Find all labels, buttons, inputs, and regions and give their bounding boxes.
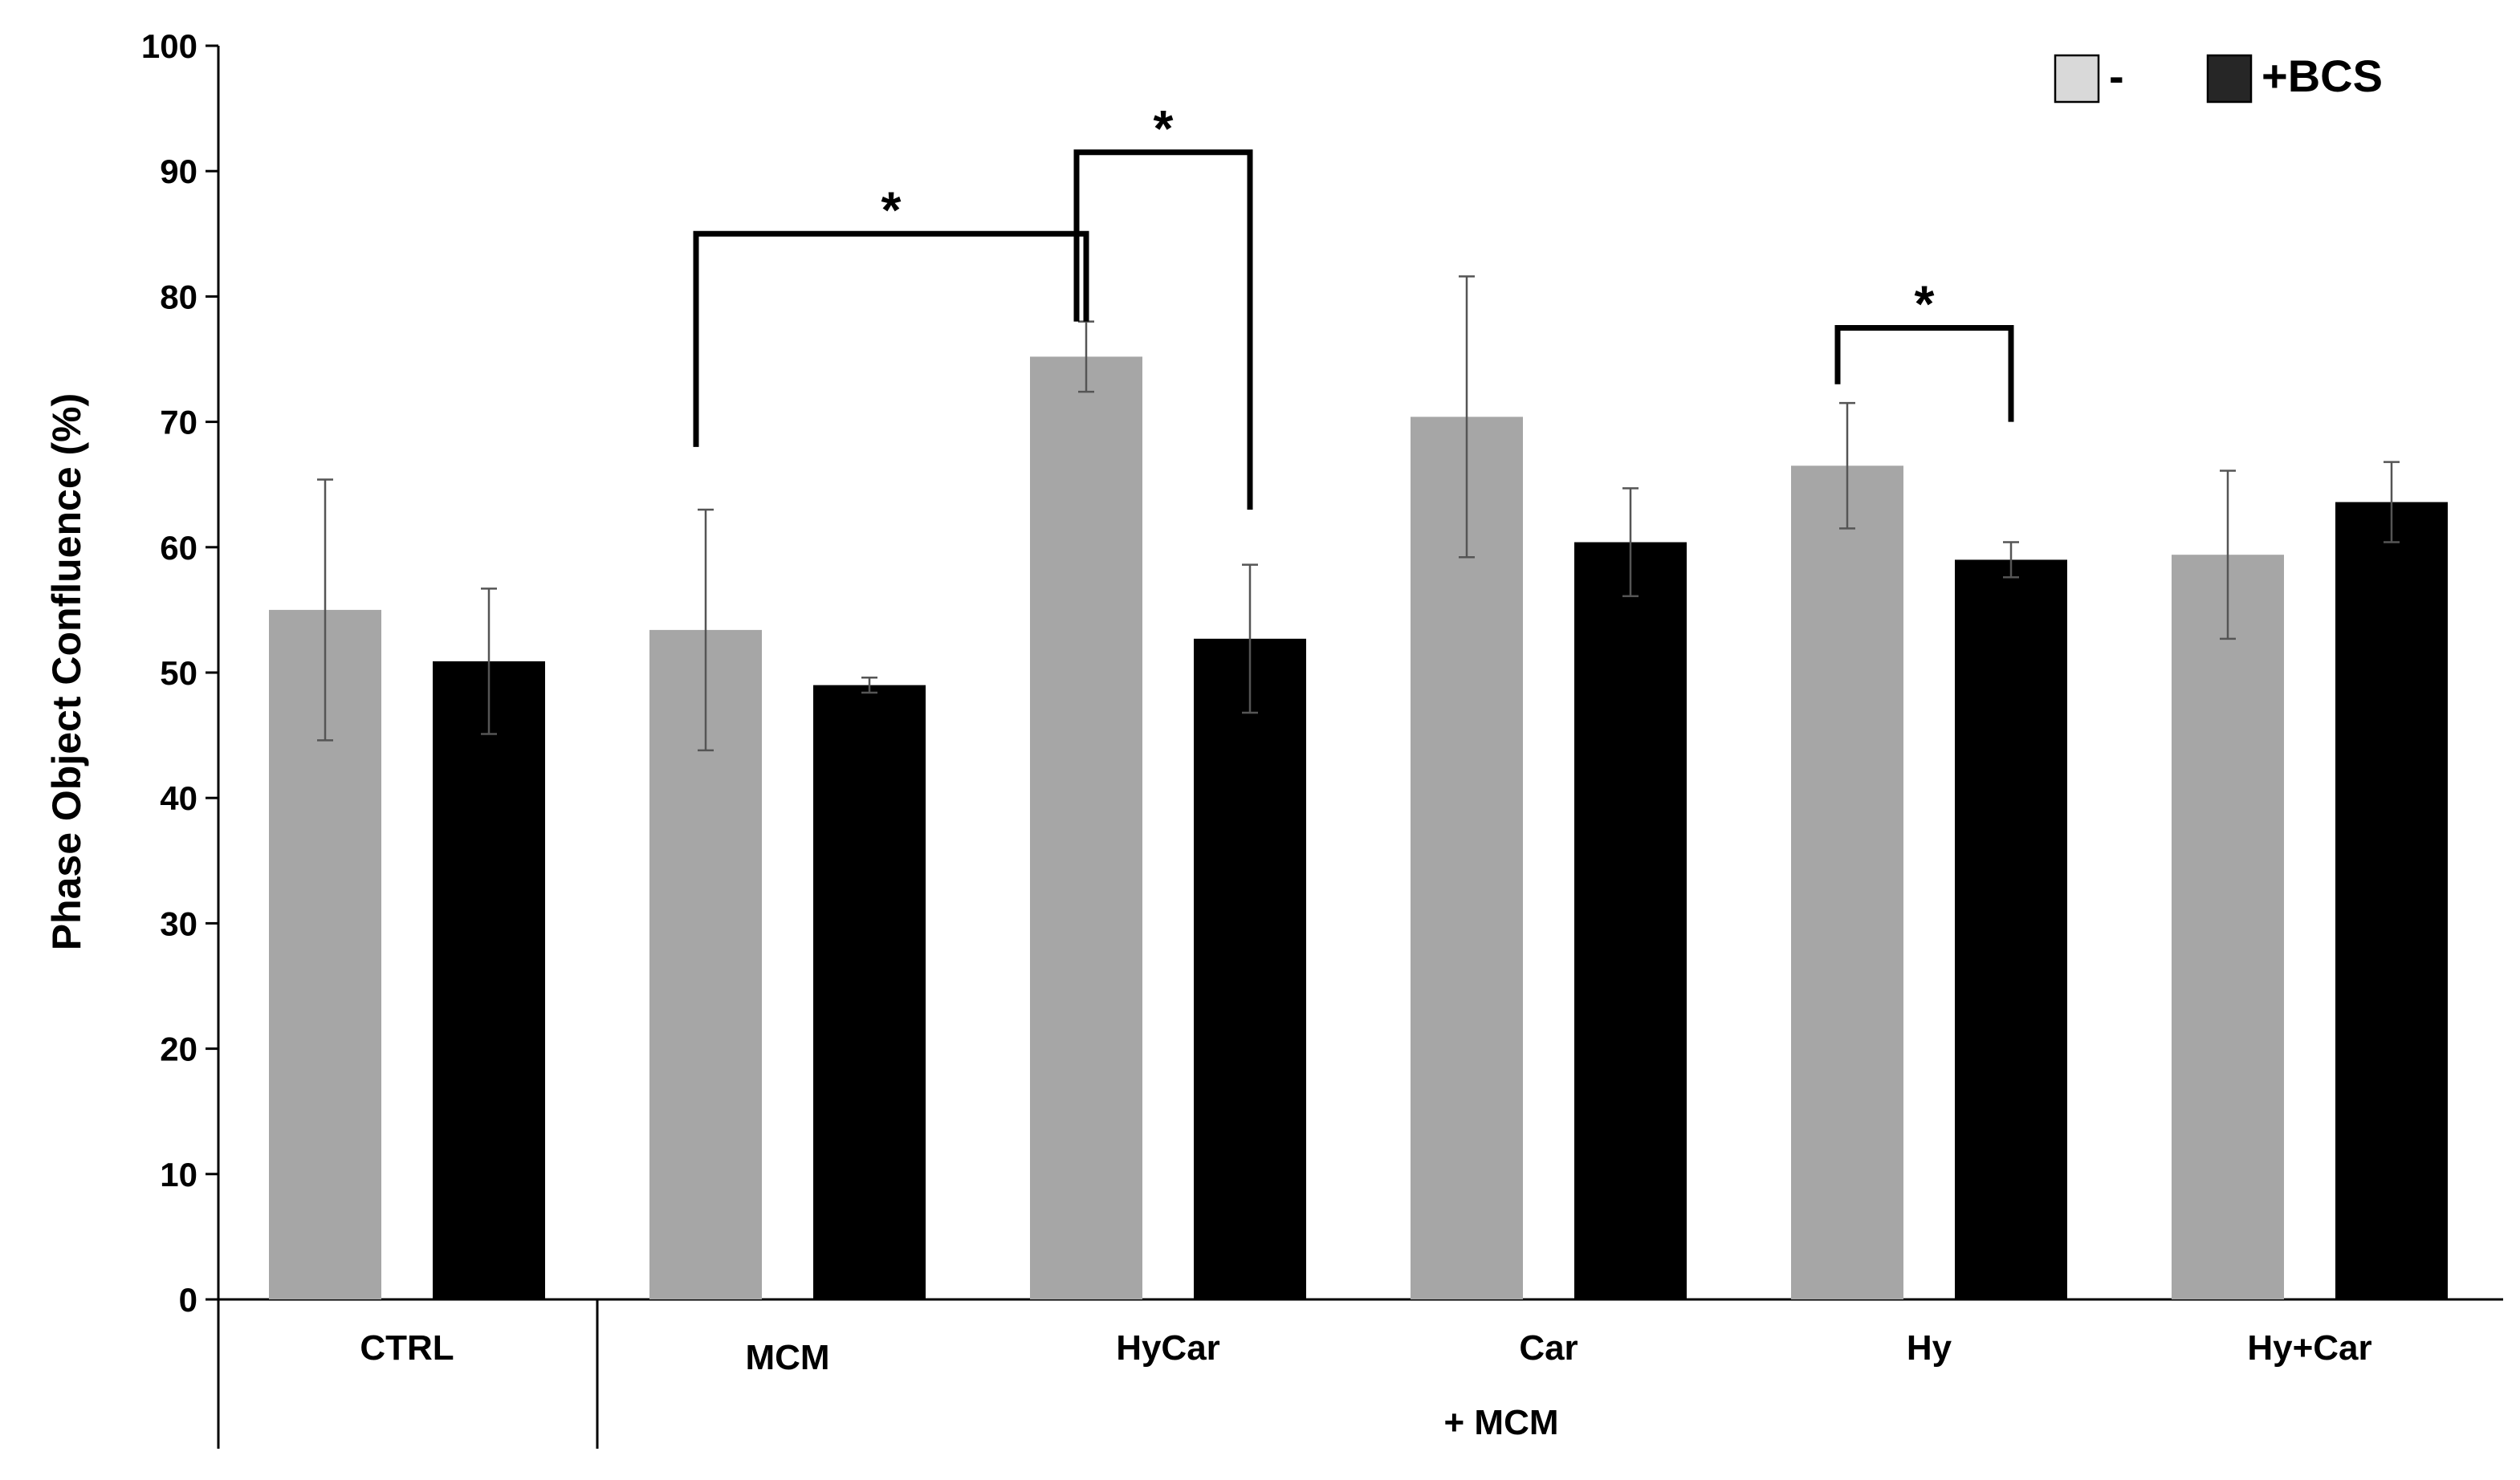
legend: - +BCS bbox=[2054, 51, 2383, 104]
y-tick-label: 40 bbox=[160, 779, 197, 817]
bar bbox=[1030, 356, 1142, 1300]
group-label: + MCM bbox=[1444, 1403, 1559, 1442]
bar bbox=[1955, 559, 2067, 1299]
significance-star: * bbox=[881, 181, 902, 238]
bar bbox=[1194, 638, 1306, 1299]
bars bbox=[269, 356, 2448, 1300]
bar bbox=[1574, 542, 1687, 1299]
y-tick-label: 90 bbox=[160, 152, 197, 190]
y-axis-label: Phase Object Confluence (%) bbox=[44, 393, 89, 951]
significance-bracket bbox=[1834, 324, 2014, 422]
bar bbox=[813, 685, 926, 1299]
y-tick-label: 50 bbox=[160, 654, 197, 692]
legend-swatch bbox=[2206, 54, 2253, 104]
legend-label: +BCS bbox=[2261, 51, 2383, 101]
y-tick-label: 20 bbox=[160, 1031, 197, 1068]
significance-star: * bbox=[1915, 274, 1935, 332]
x-tick-label: HyCar bbox=[1116, 1328, 1220, 1368]
y-tick-label: 80 bbox=[160, 278, 197, 315]
y-tick-label: 0 bbox=[179, 1281, 197, 1319]
x-tick-label: Car bbox=[1519, 1328, 1578, 1368]
significance-brackets: * * * bbox=[693, 100, 2014, 510]
y-tick-label: 60 bbox=[160, 529, 197, 567]
x-tick-label: CTRL bbox=[360, 1328, 454, 1368]
bar bbox=[1411, 417, 1523, 1299]
x-tick-label: Hy+Car bbox=[2247, 1328, 2371, 1368]
y-tick-label: 70 bbox=[160, 404, 197, 441]
significance-bracket bbox=[1073, 149, 1253, 510]
bar bbox=[2335, 502, 2448, 1299]
legend-label: - bbox=[2109, 51, 2124, 101]
x-tick-label: MCM bbox=[745, 1338, 829, 1377]
bar bbox=[2172, 555, 2284, 1299]
bar bbox=[1791, 466, 1903, 1299]
bar bbox=[433, 661, 545, 1299]
legend-swatch bbox=[2054, 54, 2100, 104]
significance-bracket bbox=[693, 230, 1089, 447]
y-tick-label: 30 bbox=[160, 905, 197, 942]
y-tick-label: 100 bbox=[141, 27, 197, 65]
significance-star: * bbox=[1154, 100, 1174, 157]
axes: 0 10 20 30 40 50 60 70 80 90 100 CTRL MCM HyCar Car Hy H… bbox=[141, 27, 2503, 1449]
error-bars bbox=[317, 275, 2400, 752]
y-tick-label: 10 bbox=[160, 1156, 197, 1193]
x-tick-label: Hy bbox=[1907, 1328, 1952, 1368]
